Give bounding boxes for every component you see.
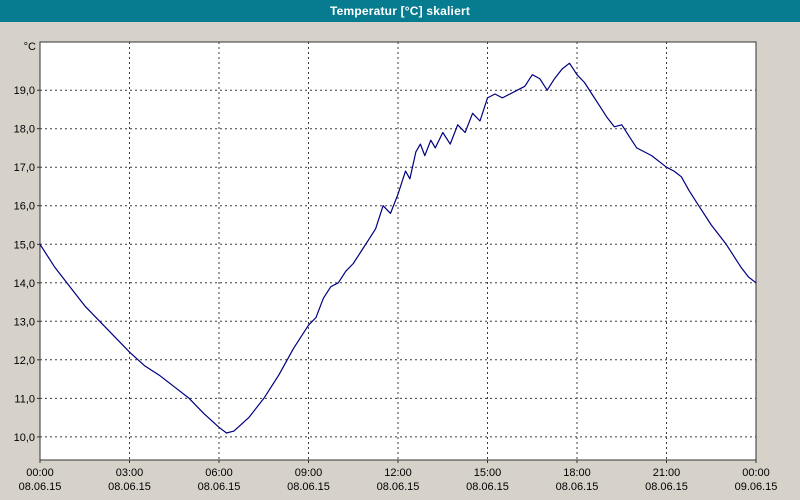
svg-text:10,0: 10,0 bbox=[14, 432, 35, 444]
svg-text:09:00: 09:00 bbox=[295, 467, 323, 479]
svg-text:16,0: 16,0 bbox=[14, 201, 35, 213]
svg-text:08.06.15: 08.06.15 bbox=[645, 481, 688, 493]
svg-text:°C: °C bbox=[24, 41, 36, 53]
svg-text:12,0: 12,0 bbox=[14, 355, 35, 367]
svg-text:03:00: 03:00 bbox=[116, 467, 144, 479]
svg-text:08.06.15: 08.06.15 bbox=[287, 481, 330, 493]
chart-title-bar: Temperatur [°C] skaliert bbox=[0, 0, 800, 22]
svg-text:13,0: 13,0 bbox=[14, 316, 35, 328]
svg-text:18:00: 18:00 bbox=[563, 467, 591, 479]
svg-text:15:00: 15:00 bbox=[474, 467, 502, 479]
svg-text:18,0: 18,0 bbox=[14, 124, 35, 136]
chart-area: 10,0 11,0 12,0 13,0 14,0 15,0 16,0 17,0 18,0 19,0… bbox=[0, 22, 800, 500]
svg-text:08.06.15: 08.06.15 bbox=[108, 481, 151, 493]
svg-text:06:00: 06:00 bbox=[205, 467, 233, 479]
svg-text:12:00: 12:00 bbox=[384, 467, 412, 479]
svg-text:00:00: 00:00 bbox=[742, 467, 770, 479]
svg-text:08.06.15: 08.06.15 bbox=[377, 481, 420, 493]
svg-text:21:00: 21:00 bbox=[653, 467, 681, 479]
svg-text:00:00: 00:00 bbox=[26, 467, 54, 479]
svg-text:08.06.15: 08.06.15 bbox=[466, 481, 509, 493]
temperature-line-chart: 10,0 11,0 12,0 13,0 14,0 15,0 16,0 17,0 18,0 19,0… bbox=[14, 41, 778, 493]
svg-text:19,0: 19,0 bbox=[14, 85, 35, 97]
svg-text:08.06.15: 08.06.15 bbox=[19, 481, 62, 493]
svg-text:08.06.15: 08.06.15 bbox=[556, 481, 599, 493]
svg-text:09.06.15: 09.06.15 bbox=[735, 481, 778, 493]
svg-text:14,0: 14,0 bbox=[14, 278, 35, 290]
svg-text:15,0: 15,0 bbox=[14, 239, 35, 251]
svg-text:11,0: 11,0 bbox=[14, 393, 35, 405]
chart-title: Temperatur [°C] skaliert bbox=[329, 4, 471, 18]
svg-text:08.06.15: 08.06.15 bbox=[198, 481, 241, 493]
svg-text:17,0: 17,0 bbox=[14, 162, 35, 174]
